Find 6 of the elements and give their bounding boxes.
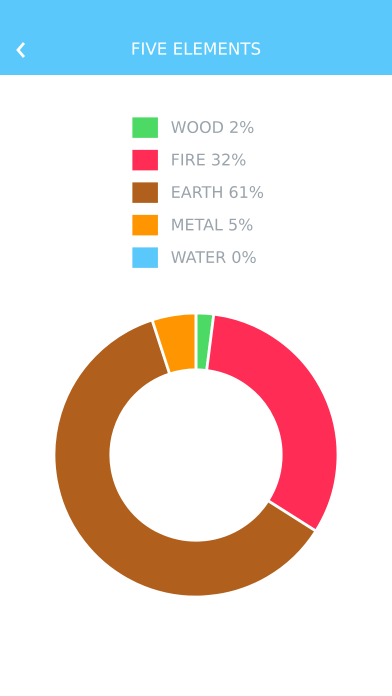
- legend-label: WATER 0%: [171, 251, 256, 264]
- chart-title: FIVE ELEMENTS: [132, 42, 260, 55]
- legend-label: EARTH 61%: [172, 186, 264, 198]
- legend-label: WOOD 2%: [171, 121, 254, 134]
- legend-label: FIRE 32%: [172, 154, 246, 166]
- legend-label: METAL 5%: [172, 218, 252, 231]
